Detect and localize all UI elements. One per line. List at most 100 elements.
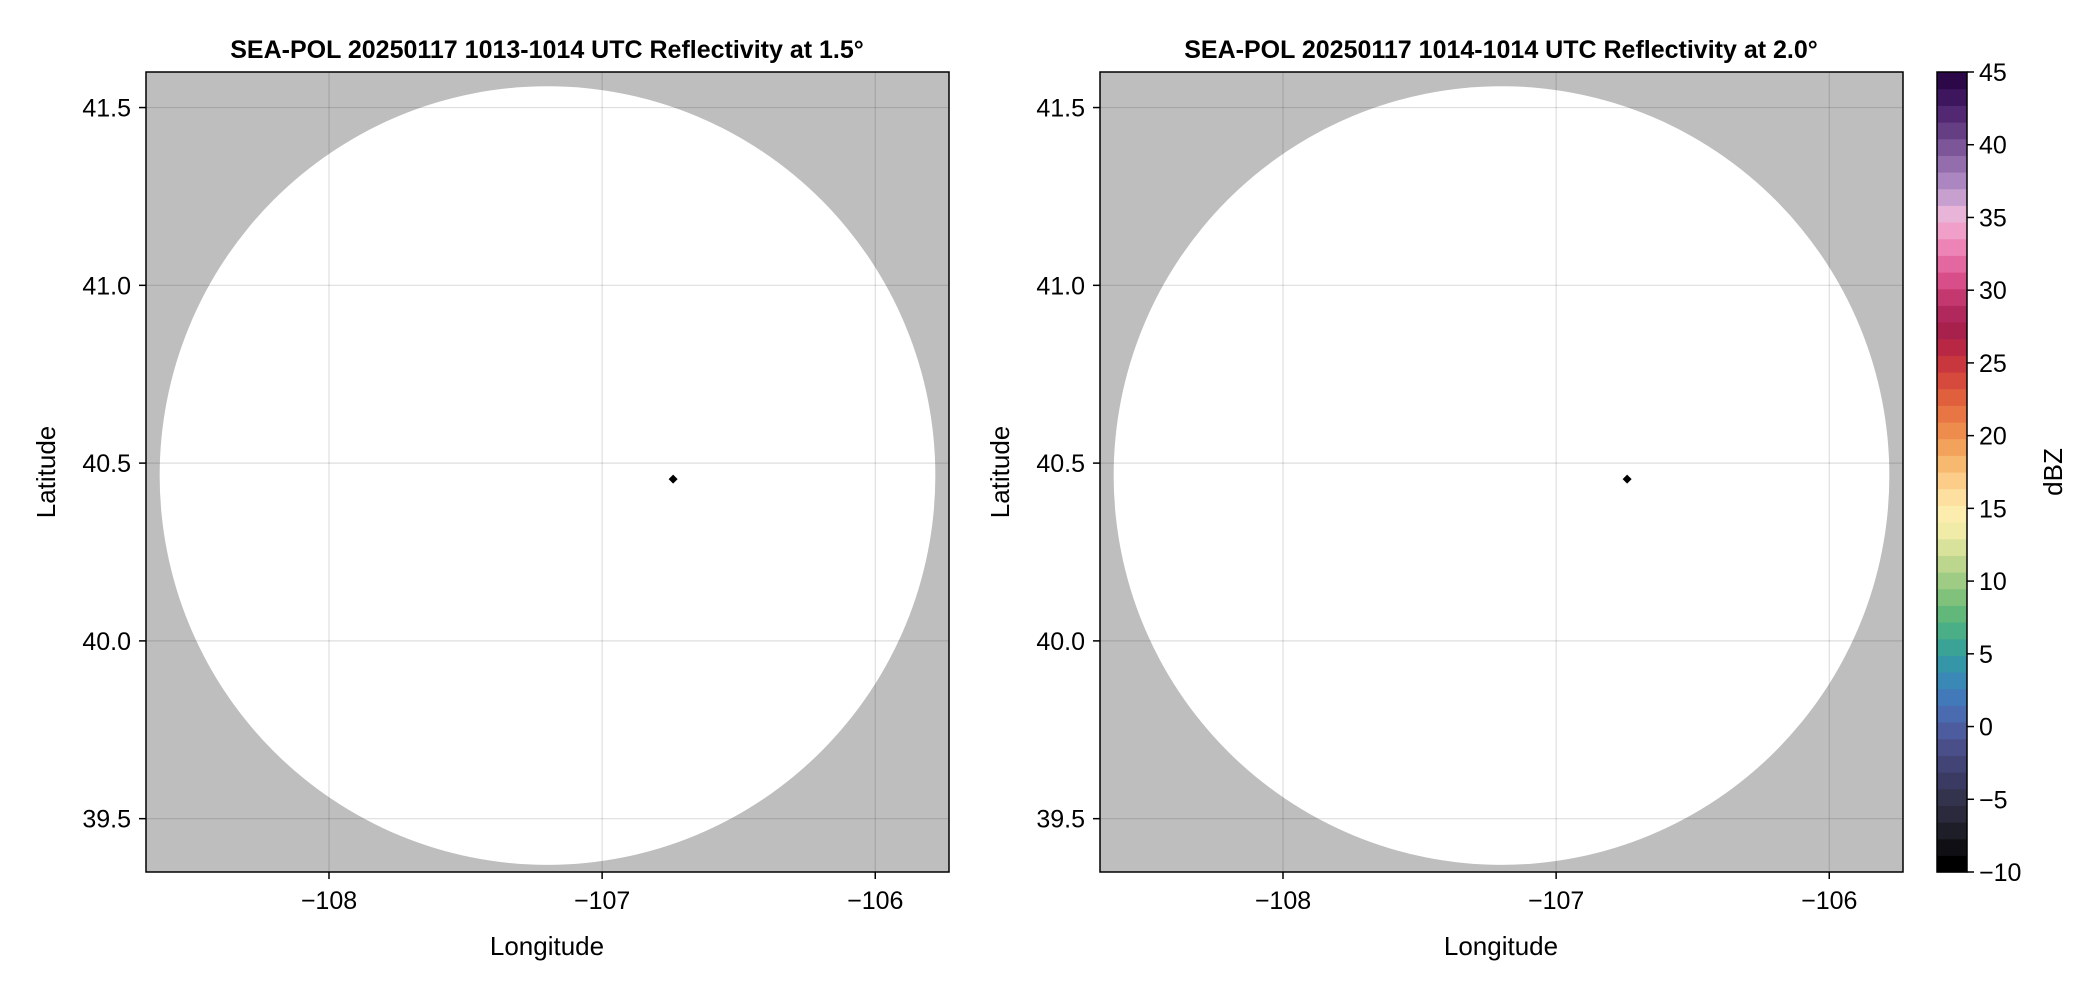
colorbar-tick-label: 20 xyxy=(1979,423,2007,451)
colorbar-band xyxy=(1937,855,1967,873)
colorbar-ticks: −10 −5 0 5 10 15 20 25 30 35 40 45 xyxy=(1967,59,2021,887)
colorbar-band xyxy=(1937,155,1967,173)
colorbar-band xyxy=(1937,272,1967,290)
y-axis-label-left: Latitude xyxy=(31,426,61,519)
colorbar-band xyxy=(1937,305,1967,323)
colorbar-band xyxy=(1937,322,1967,340)
colorbar-band xyxy=(1937,222,1967,240)
colorbar-band xyxy=(1937,555,1967,573)
colorbar-band xyxy=(1937,788,1967,806)
colorbar-band xyxy=(1937,755,1967,773)
x-tick-label: −108 xyxy=(1255,887,1311,915)
colorbar-band xyxy=(1937,605,1967,623)
colorbar-band xyxy=(1937,288,1967,306)
y-tick-label: 40.0 xyxy=(82,628,131,656)
x-axis-ticks-right: −108 −107 −106 xyxy=(1255,872,1857,915)
y-tick-label: 40.0 xyxy=(1036,628,1085,656)
colorbar-tick-label: 25 xyxy=(1979,350,2007,378)
x-tick-label: −108 xyxy=(301,887,357,915)
colorbar-band xyxy=(1937,455,1967,473)
colorbar-tick-label: 40 xyxy=(1979,132,2007,160)
colorbar-band xyxy=(1937,655,1967,673)
plot-frame-right xyxy=(1099,71,1904,873)
x-tick-label: −107 xyxy=(574,887,630,915)
colorbar-band xyxy=(1937,822,1967,840)
colorbar-band xyxy=(1937,255,1967,273)
panel-title-left: SEA-POL 20250117 1013-1014 UTC Reflectiv… xyxy=(230,36,864,64)
colorbar-band xyxy=(1937,172,1967,190)
colorbar-band xyxy=(1937,805,1967,823)
y-tick-label: 41.5 xyxy=(1036,95,1085,123)
x-tick-label: −106 xyxy=(1801,887,1857,915)
x-axis-ticks-left: −108 −107 −106 xyxy=(301,872,903,915)
x-tick-label: −106 xyxy=(847,887,903,915)
colorbar-band xyxy=(1937,88,1967,106)
colorbar-tick-label: 15 xyxy=(1979,495,2007,523)
colorbar-tick-label: 45 xyxy=(1979,59,2007,87)
y-axis-ticks-right: 39.5 40.0 40.5 41.0 41.5 xyxy=(1036,95,1100,834)
y-tick-label: 40.5 xyxy=(82,450,131,478)
colorbar: −10 −5 0 5 10 15 20 25 30 35 40 45 dBZ xyxy=(1936,59,2068,887)
colorbar-band xyxy=(1937,622,1967,640)
colorbar-band xyxy=(1937,738,1967,756)
colorbar-tick-label: 35 xyxy=(1979,204,2007,232)
x-axis-label-left: Longitude xyxy=(490,931,604,961)
colorbar-band xyxy=(1937,688,1967,706)
colorbar-band xyxy=(1937,572,1967,590)
x-axis-label-right: Longitude xyxy=(1444,931,1558,961)
colorbar-band xyxy=(1937,205,1967,223)
y-axis-label-right: Latitude xyxy=(985,426,1015,519)
colorbar-band xyxy=(1937,488,1967,506)
y-tick-label: 41.0 xyxy=(82,272,131,300)
y-tick-label: 39.5 xyxy=(82,806,131,834)
colorbar-tick-label: 5 xyxy=(1979,641,1993,669)
colorbar-frame xyxy=(1936,71,1968,873)
colorbar-band xyxy=(1937,588,1967,606)
gridlines-right xyxy=(1100,72,1903,872)
plot-frame-left xyxy=(145,71,950,873)
colorbar-tick-label: −5 xyxy=(1979,786,2008,814)
colorbar-tick-label: 30 xyxy=(1979,277,2007,305)
y-tick-label: 39.5 xyxy=(1036,806,1085,834)
radar-coverage-area-left xyxy=(159,86,936,865)
colorbar-band xyxy=(1937,238,1967,256)
radar-panel-left: SEA-POL 20250117 1013-1014 UTC Reflectiv… xyxy=(31,36,950,961)
colorbar-band xyxy=(1937,638,1967,656)
colorbar-band xyxy=(1937,672,1967,690)
radar-location-marker-left xyxy=(668,474,678,484)
x-tick-label: −107 xyxy=(1528,887,1584,915)
colorbar-band xyxy=(1937,722,1967,740)
colorbar-band xyxy=(1937,438,1967,456)
panel-title-right: SEA-POL 20250117 1014-1014 UTC Reflectiv… xyxy=(1184,36,1818,64)
y-axis-ticks-left: 39.5 40.0 40.5 41.0 41.5 xyxy=(82,95,146,834)
colorbar-band xyxy=(1937,372,1967,390)
colorbar-band xyxy=(1937,422,1967,440)
y-tick-label: 41.0 xyxy=(1036,272,1085,300)
colorbar-band xyxy=(1937,472,1967,490)
colorbar-band xyxy=(1937,105,1967,123)
colorbar-tick-label: −10 xyxy=(1979,859,2021,887)
colorbar-band xyxy=(1937,388,1967,406)
colorbar-band xyxy=(1937,705,1967,723)
colorbar-tick-label: 0 xyxy=(1979,714,1993,742)
colorbar-band xyxy=(1937,405,1967,423)
y-tick-label: 40.5 xyxy=(1036,450,1085,478)
colorbar-band xyxy=(1937,538,1967,556)
colorbar-band xyxy=(1937,838,1967,856)
colorbar-color-bands xyxy=(1937,72,1967,873)
colorbar-band xyxy=(1937,188,1967,206)
colorbar-band xyxy=(1937,772,1967,790)
colorbar-band xyxy=(1937,355,1967,373)
colorbar-band xyxy=(1937,122,1967,140)
radar-panel-right: SEA-POL 20250117 1014-1014 UTC Reflectiv… xyxy=(985,36,1904,961)
colorbar-label: dBZ xyxy=(2038,448,2068,496)
colorbar-band xyxy=(1937,505,1967,523)
gridlines-left xyxy=(146,72,949,872)
radar-location-marker-right xyxy=(1622,474,1632,484)
colorbar-tick-label: 10 xyxy=(1979,568,2007,596)
colorbar-band xyxy=(1937,338,1967,356)
colorbar-band xyxy=(1937,72,1967,90)
radar-coverage-area-right xyxy=(1113,86,1890,865)
y-tick-label: 41.5 xyxy=(82,95,131,123)
